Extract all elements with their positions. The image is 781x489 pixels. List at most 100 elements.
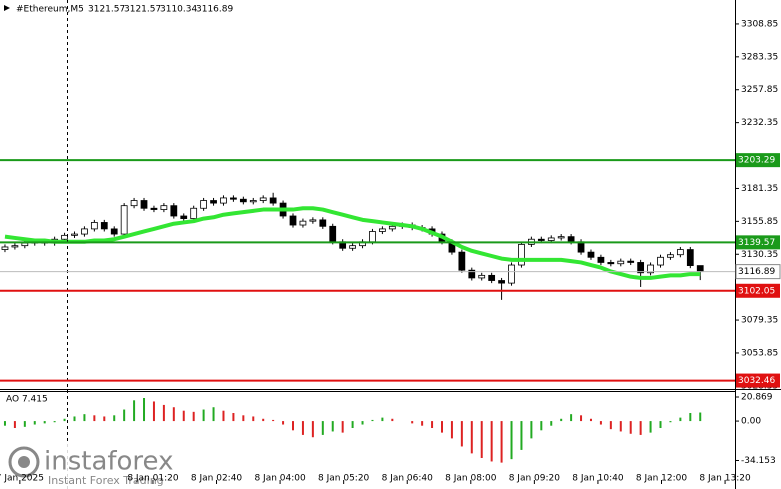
candle-body: [220, 197, 227, 204]
y-tick-label: 3181.35: [741, 184, 778, 194]
candle-body: [150, 207, 158, 210]
candle-body: [190, 207, 198, 219]
candle-body: [269, 197, 277, 204]
candle-body: [488, 274, 496, 281]
y-tick-label: 3053.85: [741, 348, 778, 358]
candle-body: [667, 254, 674, 258]
candle-body: [458, 251, 466, 271]
x-tick-label: 7 Jan 2025: [0, 474, 44, 484]
candle-body: [230, 197, 237, 200]
watermark: instaforex Instant Forex Trading: [0, 444, 180, 489]
candle-body: [289, 215, 297, 226]
candle-body: [537, 238, 545, 241]
y-tick-label: 3079.35: [741, 316, 778, 326]
candle-body: [676, 249, 684, 256]
chart-header: #Ethereum,M5 3121.57 3121.57 3110.34 311…: [4, 5, 233, 15]
brand-tagline: Instant Forex Trading: [48, 474, 164, 487]
current-price-bg: [735, 264, 781, 280]
y-tick-label: 3155.85: [741, 217, 778, 227]
candle-body: [319, 219, 327, 227]
y-tick-label: 3257.85: [741, 85, 778, 95]
current-price-label: 3116.89: [738, 267, 775, 277]
candle-body: [110, 228, 118, 235]
candle-body: [657, 256, 664, 266]
x-tick-label: 8 Jan 06:40: [382, 474, 434, 484]
level-label-bg: [736, 373, 780, 388]
candle-body: [696, 265, 704, 273]
level-label: 3139.57: [738, 238, 775, 248]
candle-body: [200, 200, 207, 209]
candle-body: [329, 225, 337, 243]
level-label-bg: [736, 235, 780, 250]
candle-body: [388, 225, 396, 230]
candle-body: [627, 260, 635, 263]
ohlc-high: 3121.57: [124, 5, 161, 15]
candle-body: [299, 220, 307, 226]
watermark-logo: [8, 446, 40, 478]
candle-body: [567, 236, 575, 243]
level-label: 3032.46: [738, 376, 775, 386]
candle-body: [239, 198, 247, 203]
ohlc-low: 3110.34: [160, 5, 197, 15]
candle-body: [90, 222, 98, 230]
ohlc-open: 3121.57: [88, 5, 125, 15]
candle-body: [170, 205, 178, 217]
candle-body: [11, 245, 19, 248]
candle-body: [71, 233, 78, 236]
y-tick-label: 3308.85: [741, 19, 778, 29]
candle-body: [617, 260, 625, 265]
ao-tick-label: 0.00: [741, 417, 761, 427]
candle-body: [557, 236, 565, 239]
candle-body: [478, 274, 486, 279]
candle-body: [259, 197, 267, 201]
candle-body: [607, 262, 615, 265]
candle-body: [498, 280, 505, 284]
candle-body: [637, 262, 645, 274]
candle-body: [468, 269, 476, 279]
candle-body: [508, 264, 515, 284]
watermark-logo: [18, 456, 30, 468]
indicator-title: AO 7.415: [6, 395, 48, 405]
y-tick-label: 3283.35: [741, 52, 778, 62]
y-tick-label: 3232.35: [741, 118, 778, 128]
candle-body: [120, 205, 128, 235]
x-tick-label: 8 Jan 01:20: [127, 474, 179, 484]
level-label-bg: [736, 153, 780, 168]
x-tick-label: 8 Jan 02:40: [191, 474, 243, 484]
ao-tick-label: -34.153: [741, 456, 776, 466]
brand-name: instaforex: [44, 447, 173, 477]
candle-body: [597, 256, 605, 263]
x-tick-label: 8 Jan 13:20: [699, 474, 751, 484]
candle-body: [518, 243, 525, 266]
y-tick-label: 3130.35: [741, 250, 778, 260]
level-label: 3102.05: [738, 286, 775, 296]
candle-body: [547, 237, 555, 241]
x-tick-label: 8 Jan 05:20: [318, 474, 370, 484]
candle-body: [130, 200, 138, 207]
header-icon: [4, 5, 10, 11]
candle-body: [686, 249, 694, 266]
level-label-bg: [736, 283, 780, 298]
candle-body: [587, 251, 595, 258]
watermark-bg: [0, 444, 180, 489]
x-tick-label: 8 Jan 08:00: [445, 474, 497, 484]
candle-body: [309, 219, 317, 222]
ohlc-close: 3116.89: [196, 5, 233, 15]
ao-tick-label: 20.869: [741, 392, 773, 402]
symbol: #Ethereum,M5: [16, 5, 84, 15]
candle-body: [61, 234, 68, 240]
candle-body: [210, 200, 217, 204]
candle-body: [81, 228, 88, 235]
candle-body: [349, 245, 356, 249]
x-tick-label: 8 Jan 04:00: [254, 474, 306, 484]
candle-body: [100, 222, 108, 230]
candle-body: [21, 242, 29, 247]
moving-average: [4, 206, 701, 280]
candle-body: [369, 231, 376, 243]
plot-area: [1, 192, 704, 300]
level-label: 3203.29: [738, 156, 775, 166]
candle-body: [379, 228, 386, 232]
